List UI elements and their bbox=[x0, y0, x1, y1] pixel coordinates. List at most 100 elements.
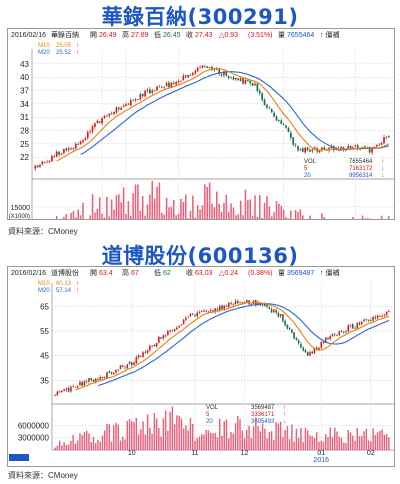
chart1-svg: 222528313437404315000(X1000)101112010220… bbox=[9, 49, 394, 219]
volume-bar bbox=[151, 433, 153, 450]
candle-body bbox=[320, 341, 323, 348]
volume-bar bbox=[213, 207, 216, 219]
y-tick-label: 65 bbox=[40, 302, 49, 311]
chart2-vol-legend: VOL 3569487 ↑ 5 3336171 ↑ 20 3695493 ↓ bbox=[206, 405, 286, 426]
volume-bar bbox=[228, 438, 230, 450]
volume-bar bbox=[291, 424, 293, 450]
volume-bar bbox=[158, 182, 161, 219]
chart2-svg: 35 45 55 65 3000000 6000000 10 11 12 01 02 2016 bbox=[9, 283, 394, 464]
chart2-header: 2016/02/16 道博股份 開 63.4 高 67 低 62 收 63.03… bbox=[8, 267, 394, 280]
candle-body bbox=[63, 148, 65, 154]
candle-body bbox=[74, 143, 77, 149]
volume-bar bbox=[232, 433, 234, 450]
candle-body bbox=[141, 93, 144, 97]
candle-body bbox=[280, 120, 283, 125]
volume-bar bbox=[187, 218, 189, 219]
volume-bar bbox=[106, 196, 108, 219]
candle-body bbox=[187, 75, 189, 78]
candle-body bbox=[180, 80, 182, 82]
candle-body bbox=[356, 145, 359, 149]
chart2-ma10-row: M10 60.13 ↑ bbox=[38, 281, 79, 288]
candle-body bbox=[311, 149, 314, 152]
volume-bar bbox=[58, 440, 61, 450]
volume-bar bbox=[309, 215, 311, 219]
volume-bar bbox=[196, 438, 198, 450]
volume-bar bbox=[178, 415, 180, 450]
candle-body bbox=[383, 314, 386, 316]
candle-body bbox=[192, 72, 194, 75]
chart2-ma20-row: M20 57.14 ↑ bbox=[38, 288, 79, 295]
chart2-vol-row: VOL 3569487 ↑ bbox=[206, 405, 286, 412]
candle-body bbox=[349, 145, 352, 150]
candle-body bbox=[79, 141, 82, 144]
candle-body bbox=[88, 378, 90, 382]
chart2-vol5-value: 3336171 bbox=[251, 412, 275, 418]
volume-bar bbox=[79, 215, 82, 219]
candle-body bbox=[70, 147, 72, 149]
volume-bar bbox=[279, 421, 282, 450]
candle-body bbox=[149, 346, 151, 351]
ma10-line bbox=[56, 67, 390, 162]
volume-bar bbox=[363, 431, 365, 450]
volume-bar bbox=[320, 440, 322, 450]
volume-bar bbox=[149, 194, 151, 219]
candle-body bbox=[158, 86, 161, 88]
volume-bar bbox=[126, 420, 129, 450]
candle-body bbox=[132, 99, 134, 101]
volume-bar bbox=[54, 447, 56, 450]
chart2-date: 2016/02/16 bbox=[11, 270, 47, 277]
candle-body bbox=[237, 78, 240, 81]
volume-bar bbox=[99, 441, 101, 450]
candle-body bbox=[98, 121, 101, 123]
volume-bar bbox=[280, 205, 283, 219]
volume-bar bbox=[273, 439, 275, 450]
candle-body bbox=[106, 115, 108, 117]
vol-tick-label: 3000000 bbox=[18, 434, 50, 443]
candle-body bbox=[86, 131, 89, 138]
volume-bar bbox=[89, 215, 91, 219]
volume-bar bbox=[76, 440, 79, 450]
volume-bar bbox=[266, 196, 268, 219]
volume-bar bbox=[88, 433, 90, 450]
volume-bar bbox=[155, 418, 158, 450]
candle-body bbox=[83, 381, 86, 386]
volume-bar bbox=[113, 209, 115, 219]
candle-body bbox=[216, 308, 219, 311]
candle-body bbox=[273, 309, 275, 312]
chart1-source: 資料來源：CMoney bbox=[8, 227, 78, 236]
volume-bar bbox=[141, 196, 144, 219]
chart2-open: 63.4 bbox=[99, 270, 113, 277]
candle-body bbox=[82, 140, 84, 142]
volume-bar bbox=[146, 204, 149, 219]
volume-bar bbox=[72, 210, 75, 219]
candle-body bbox=[135, 357, 138, 364]
y-tick-label: 55 bbox=[40, 327, 49, 336]
chart2-vol-label: 量 bbox=[278, 270, 285, 277]
candle-body bbox=[268, 107, 271, 109]
volume-bar bbox=[173, 424, 176, 450]
chart1-vol-legend-label: VOL bbox=[304, 159, 317, 165]
candle-body bbox=[48, 160, 51, 162]
candle-body bbox=[221, 305, 223, 310]
volume-bar bbox=[358, 436, 361, 450]
chart2-vol5-row: 5 3336171 ↑ bbox=[206, 412, 286, 419]
ma20-line bbox=[97, 303, 390, 387]
candle-body bbox=[275, 116, 278, 121]
candle-body bbox=[182, 319, 185, 325]
volume-bar bbox=[248, 425, 250, 450]
candle-body bbox=[387, 136, 390, 138]
volume-bar bbox=[124, 439, 126, 450]
chart2-vol5-label: 5 bbox=[206, 412, 210, 418]
chart1-high: 27.89 bbox=[131, 32, 149, 39]
volume-bar bbox=[130, 216, 132, 219]
volume-bar bbox=[164, 410, 167, 450]
volume-bar bbox=[170, 206, 173, 219]
chart1-vol-row: VOL 7655464 ↑ bbox=[304, 159, 384, 166]
candle-body bbox=[189, 313, 192, 317]
volume-bar bbox=[101, 435, 104, 450]
candle-body bbox=[235, 77, 237, 80]
candle-body bbox=[345, 330, 347, 333]
ma20-line bbox=[80, 71, 389, 155]
candle-body bbox=[175, 81, 177, 85]
candle-body bbox=[368, 146, 371, 153]
